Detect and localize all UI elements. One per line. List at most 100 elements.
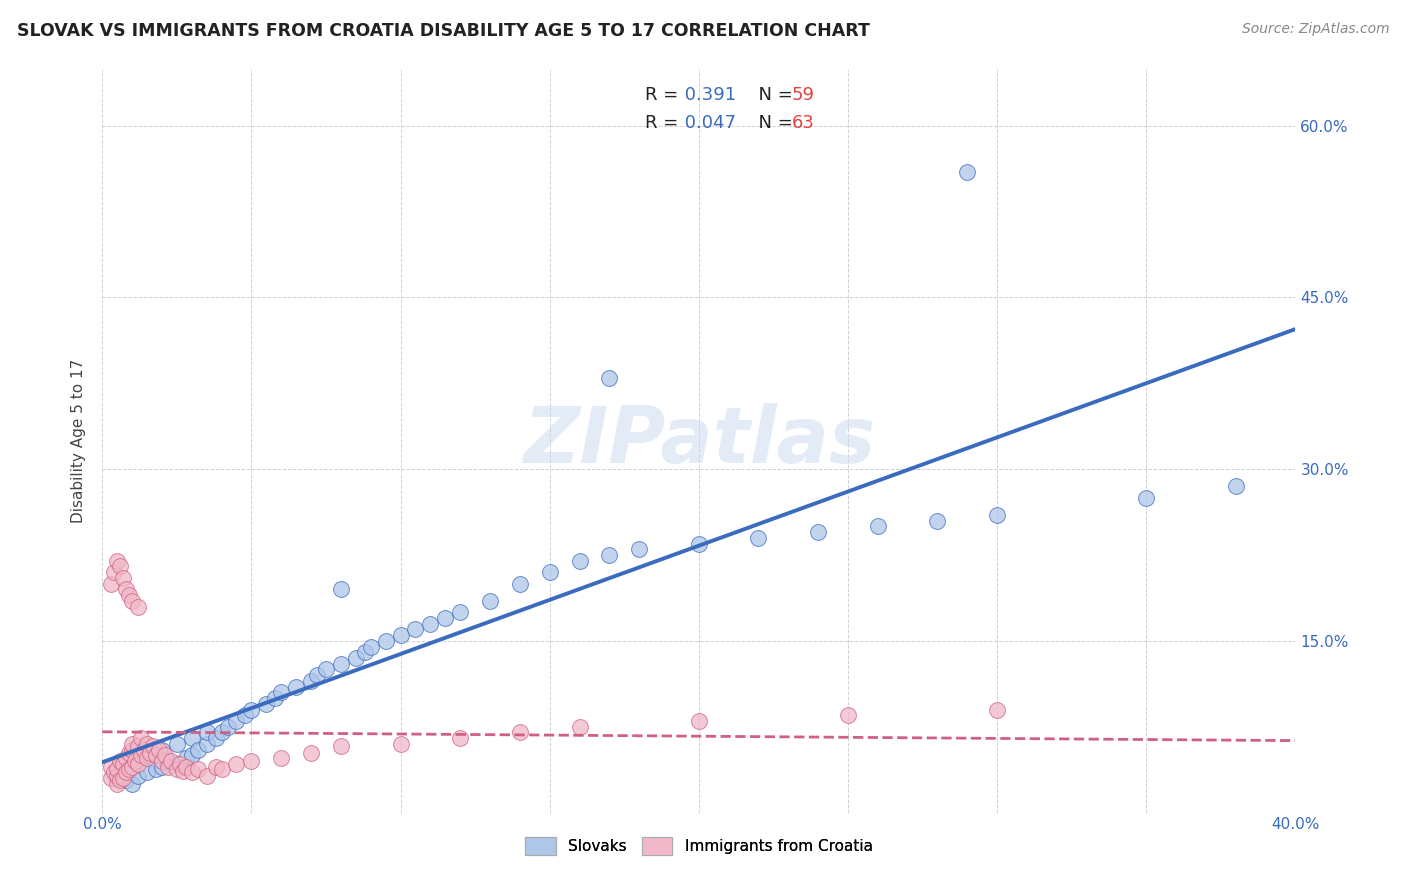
Point	[136, 737, 159, 751]
Point	[139, 746, 162, 760]
Point	[148, 742, 170, 756]
Point	[156, 754, 179, 768]
Point	[329, 739, 352, 753]
Point	[156, 760, 179, 774]
Point	[174, 750, 197, 764]
Point	[305, 668, 328, 682]
Text: N =: N =	[747, 86, 799, 103]
Point	[195, 737, 218, 751]
Text: N =: N =	[747, 114, 799, 132]
Point	[169, 757, 191, 772]
Point	[1225, 479, 1247, 493]
Point	[254, 697, 277, 711]
Point	[225, 714, 247, 728]
Point	[204, 731, 226, 746]
Point	[118, 588, 141, 602]
Point	[108, 559, 131, 574]
Point	[1135, 491, 1157, 505]
Text: 59: 59	[792, 86, 815, 103]
Point	[105, 771, 128, 785]
Point	[105, 554, 128, 568]
Point	[389, 737, 412, 751]
Point	[299, 673, 322, 688]
Point	[235, 708, 257, 723]
Point	[118, 762, 141, 776]
Point	[166, 757, 188, 772]
Point	[344, 651, 367, 665]
Point	[404, 623, 426, 637]
Point	[195, 725, 218, 739]
Point	[132, 742, 155, 756]
Point	[986, 508, 1008, 522]
Point	[153, 748, 176, 763]
Point	[329, 657, 352, 671]
Point	[127, 599, 149, 614]
Point	[837, 708, 859, 723]
Point	[145, 748, 167, 763]
Point	[598, 548, 620, 562]
Point	[264, 691, 287, 706]
Point	[449, 605, 471, 619]
Point	[166, 762, 188, 776]
Text: Source: ZipAtlas.com: Source: ZipAtlas.com	[1241, 22, 1389, 37]
Point	[100, 576, 122, 591]
Point	[142, 739, 165, 753]
Point	[159, 754, 181, 768]
Point	[180, 731, 202, 746]
Point	[105, 769, 128, 783]
Point	[747, 531, 769, 545]
Legend: Slovaks, Immigrants from Croatia: Slovaks, Immigrants from Croatia	[519, 830, 879, 861]
Point	[112, 757, 135, 772]
Point	[225, 757, 247, 772]
Point	[150, 742, 173, 756]
Point	[127, 769, 149, 783]
Point	[112, 571, 135, 585]
Point	[145, 762, 167, 776]
Point	[204, 760, 226, 774]
Point	[688, 714, 710, 728]
Point	[136, 750, 159, 764]
Point	[121, 760, 143, 774]
Point	[956, 164, 979, 178]
Point	[136, 765, 159, 780]
Point	[129, 748, 152, 763]
Point	[112, 771, 135, 785]
Point	[389, 628, 412, 642]
Point	[127, 757, 149, 772]
Point	[180, 748, 202, 763]
Point	[434, 611, 457, 625]
Point	[150, 760, 173, 774]
Point	[419, 616, 441, 631]
Point	[538, 565, 561, 579]
Point	[121, 594, 143, 608]
Text: 63: 63	[792, 114, 815, 132]
Point	[103, 765, 125, 780]
Point	[124, 754, 146, 768]
Point	[509, 576, 531, 591]
Point	[115, 765, 138, 780]
Text: R =: R =	[645, 114, 685, 132]
Point	[211, 725, 233, 739]
Point	[121, 737, 143, 751]
Point	[195, 769, 218, 783]
Point	[180, 765, 202, 780]
Point	[118, 746, 141, 760]
Point	[449, 731, 471, 746]
Point	[927, 514, 949, 528]
Point	[285, 680, 308, 694]
Point	[172, 764, 194, 779]
Point	[866, 519, 889, 533]
Point	[105, 762, 128, 776]
Point	[108, 754, 131, 768]
Point	[270, 750, 292, 764]
Text: SLOVAK VS IMMIGRANTS FROM CROATIA DISABILITY AGE 5 TO 17 CORRELATION CHART: SLOVAK VS IMMIGRANTS FROM CROATIA DISABI…	[17, 22, 870, 40]
Text: ZIPatlas: ZIPatlas	[523, 402, 875, 478]
Point	[115, 582, 138, 597]
Text: R =: R =	[645, 86, 685, 103]
Point	[187, 742, 209, 756]
Point	[121, 742, 143, 756]
Point	[136, 748, 159, 763]
Y-axis label: Disability Age 5 to 17: Disability Age 5 to 17	[72, 359, 86, 523]
Point	[568, 554, 591, 568]
Point	[598, 370, 620, 384]
